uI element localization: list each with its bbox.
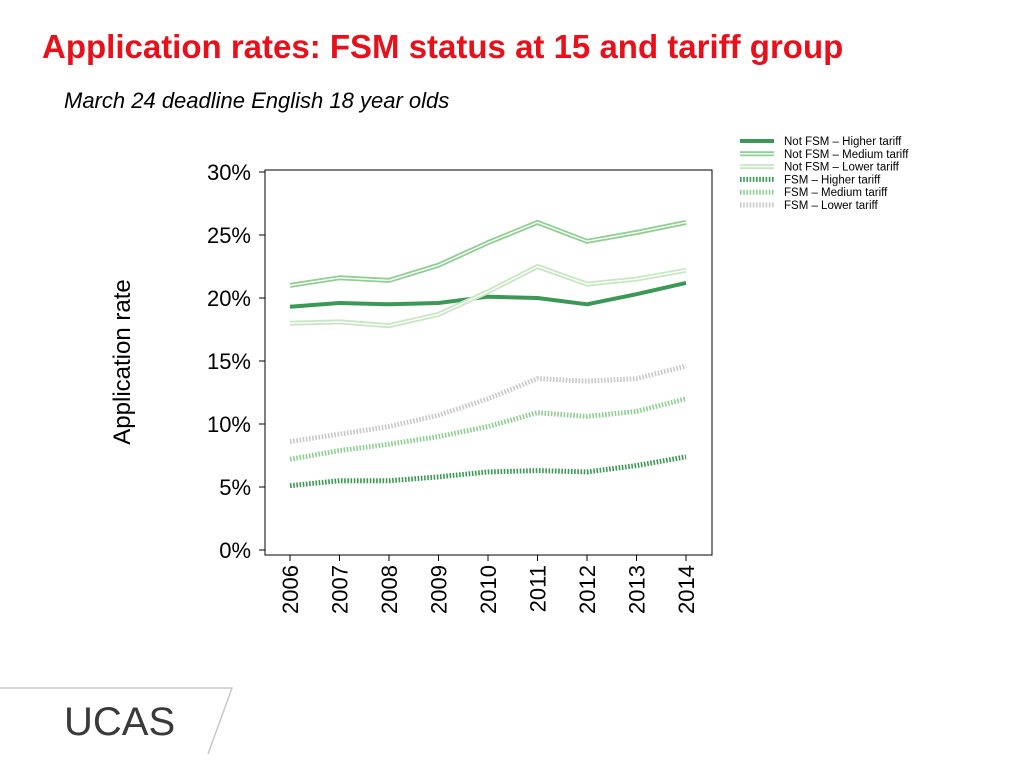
legend-item: FSM – Lower tariff: [740, 200, 879, 212]
x-tick-label: 2013: [625, 565, 650, 614]
legend-label: Not FSM – Higher tariff: [784, 136, 902, 148]
legend-item: FSM – Higher tariff: [740, 174, 881, 186]
series-4-line: [289, 454, 687, 489]
series-2-line-inner: [289, 221, 687, 287]
legend-item: FSM – Medium tariff: [740, 187, 888, 199]
plot-frame: [264, 169, 713, 556]
legend-item: Not FSM – Lower tariff: [740, 162, 900, 174]
plot-area: 0% 5% 10% 15% 20% 25% 30% 2006 2007 2008 2009 2010 2…: [207, 160, 713, 614]
x-tick-label: 2014: [674, 565, 699, 614]
y-tick-label: 5%: [219, 475, 251, 500]
series-6-line: [289, 363, 687, 445]
legend-label: FSM – Lower tariff: [784, 200, 879, 212]
y-tick-label: 30%: [207, 160, 251, 185]
x-tick-label: 2008: [377, 565, 402, 614]
series-5-line: [289, 396, 687, 462]
series-1-line: [289, 280, 687, 309]
x-tick-label: 2010: [476, 565, 501, 614]
x-tick-label: 2012: [575, 565, 600, 614]
y-tick-label: 20%: [207, 286, 251, 311]
x-tick-label: 2007: [328, 565, 353, 614]
legend-label: FSM – Medium tariff: [784, 187, 888, 199]
legend-item: Not FSM – Higher tariff: [740, 136, 902, 148]
y-tick-label: 15%: [207, 349, 251, 374]
x-tick-label: 2011: [526, 565, 551, 612]
y-tick-label: 0%: [219, 538, 251, 563]
legend-label: Not FSM – Lower tariff: [784, 162, 900, 174]
y-axis-label: Application rate: [109, 279, 136, 444]
legend-item: Not FSM – Medium tariff: [740, 149, 909, 161]
x-tick-label: 2006: [278, 565, 303, 614]
slide-title: Application rates: FSM status at 15 and …: [42, 28, 844, 65]
logo-frame: [0, 680, 240, 760]
slide-subtitle: March 24 deadline English 18 year olds: [64, 88, 450, 113]
legend-label: Not FSM – Medium tariff: [784, 149, 909, 161]
logo-frame-shape: [0, 687, 234, 755]
ucas-logo: UCAS: [64, 700, 176, 744]
y-tick-label: 25%: [207, 223, 251, 248]
x-tick-label: 2009: [427, 565, 452, 614]
series-2-line: [289, 219, 687, 288]
y-tick-label: 10%: [207, 412, 251, 437]
legend-label: FSM – Higher tariff: [784, 174, 881, 186]
